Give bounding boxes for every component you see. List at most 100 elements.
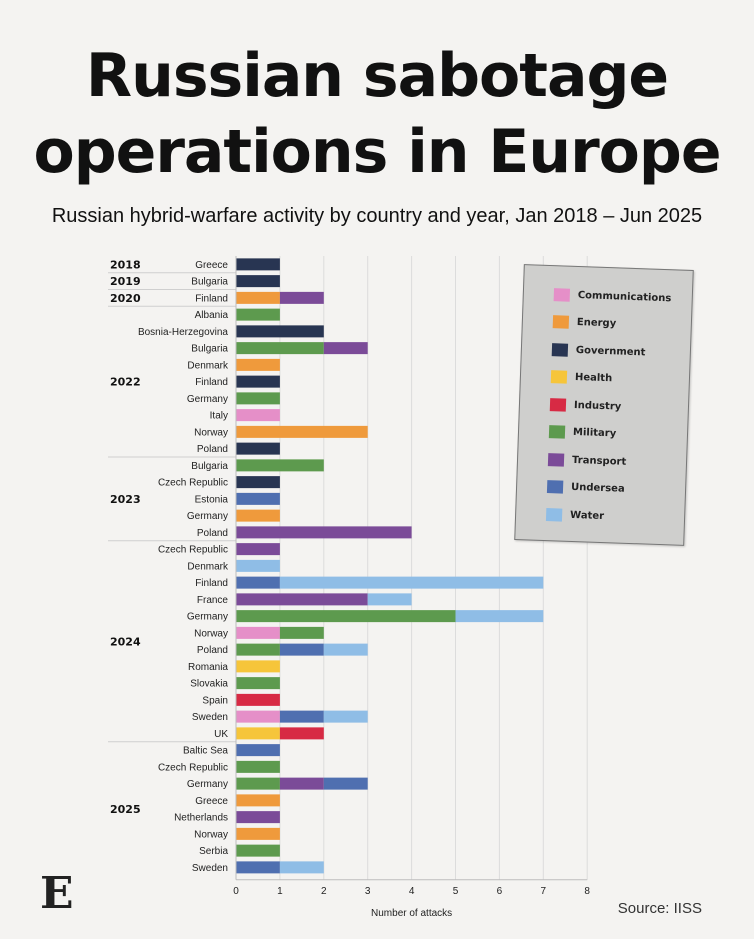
bar-segment-undersea xyxy=(236,744,280,757)
country-label: Czech Republic xyxy=(158,545,228,556)
bar-segment-military xyxy=(236,308,280,321)
bar-segment-energy xyxy=(236,827,280,840)
legend-swatch xyxy=(549,397,567,412)
x-tick-label: 2 xyxy=(321,886,327,897)
country-label: Baltic Sea xyxy=(183,746,228,757)
country-label: Italy xyxy=(210,411,228,422)
bar-segment-military xyxy=(236,777,280,790)
bar-segment-transport xyxy=(236,811,280,824)
country-label: Poland xyxy=(197,528,228,539)
bar-segment-military xyxy=(279,626,324,639)
country-label: Estonia xyxy=(195,494,229,505)
bar-segment-communications xyxy=(236,409,280,422)
country-label: Finland xyxy=(195,578,228,589)
country-label: Bulgaria xyxy=(191,461,228,472)
legend-swatch xyxy=(546,480,564,494)
legend-swatch xyxy=(545,507,563,522)
x-tick-label: 4 xyxy=(409,886,415,897)
country-label: Czech Republic xyxy=(158,762,228,773)
country-label: Norway xyxy=(194,628,228,639)
country-label: Serbia xyxy=(199,846,228,857)
bar-segment-military xyxy=(236,760,280,773)
year-label: 2023 xyxy=(110,493,141,506)
country-label: Norway xyxy=(194,427,228,438)
bar-segment-undersea xyxy=(236,576,280,589)
bar-segment-energy xyxy=(236,425,368,438)
legend-label: Water xyxy=(569,509,605,522)
bar-segment-water xyxy=(455,610,544,623)
bar-segment-military xyxy=(236,392,280,405)
legend-label: Health xyxy=(574,371,613,385)
x-axis-title: Number of attacks xyxy=(371,908,452,919)
year-label: 2022 xyxy=(110,376,141,389)
country-label: Germany xyxy=(187,612,228,623)
legend-swatch xyxy=(550,370,568,384)
bar-segment-water xyxy=(236,559,280,572)
bar-segment-energy xyxy=(236,358,280,371)
legend-item-government: Government xyxy=(551,341,646,360)
country-label: Slovakia xyxy=(190,679,228,690)
bar-segment-government xyxy=(236,325,324,338)
country-label: Poland xyxy=(197,645,228,656)
x-tick-label: 5 xyxy=(453,886,459,897)
legend-swatch xyxy=(547,452,565,467)
year-label: 2025 xyxy=(110,803,141,816)
country-label: Finland xyxy=(195,293,228,304)
page-title-line-1: Russian sabotage xyxy=(85,41,669,111)
country-label: Poland xyxy=(197,444,228,455)
country-label: Romania xyxy=(188,662,228,673)
legend-label: Government xyxy=(575,344,646,358)
country-label: Greece xyxy=(195,260,228,271)
x-tick-label: 3 xyxy=(365,886,371,897)
country-label: Sweden xyxy=(192,712,228,723)
bar-segment-industry xyxy=(279,727,324,740)
bar-segment-transport xyxy=(236,593,368,606)
bar-segment-military xyxy=(236,342,324,355)
country-label: Greece xyxy=(195,796,228,807)
legend-item-undersea: Undersea xyxy=(546,479,625,498)
bar-segment-communications xyxy=(236,710,280,723)
page-subtitle: Russian hybrid-warfare activity by count… xyxy=(51,205,703,227)
bar-segment-water xyxy=(279,576,544,589)
bar-segment-military xyxy=(236,459,324,472)
bar-segment-water xyxy=(323,710,368,723)
legend-item-water: Water xyxy=(545,506,605,524)
country-label: Finland xyxy=(195,377,228,388)
x-tick-label: 6 xyxy=(497,886,503,897)
bar-segment-government xyxy=(236,442,280,455)
bar-segment-undersea xyxy=(279,710,324,723)
chart-legend: Communications Energy Government Health Indu… xyxy=(514,264,694,546)
legend-label: Transport xyxy=(571,454,627,468)
legend-swatch xyxy=(551,342,569,357)
bar-segment-health xyxy=(236,727,280,740)
legend-label: Undersea xyxy=(570,481,625,495)
bar-segment-government xyxy=(236,375,280,388)
legend-label: Communications xyxy=(577,289,672,304)
country-label: Albania xyxy=(195,310,229,321)
bar-segment-military xyxy=(236,677,280,690)
bar-segment-energy xyxy=(236,291,280,304)
year-label: 2020 xyxy=(110,292,141,305)
legend-swatch xyxy=(548,425,566,439)
bar-segment-health xyxy=(236,660,280,673)
country-label: Germany xyxy=(187,394,228,405)
publisher-logo: E xyxy=(40,868,74,919)
bar-segment-undersea xyxy=(236,861,280,874)
bar-segment-undersea xyxy=(323,777,368,790)
legend-item-military: Military xyxy=(548,424,617,442)
bar-segment-government xyxy=(236,476,280,489)
bar-segment-transport xyxy=(323,342,368,355)
country-label: Bulgaria xyxy=(191,344,228,355)
bar-segment-military xyxy=(236,844,280,857)
country-label: Denmark xyxy=(187,360,229,371)
country-label: France xyxy=(197,595,229,606)
legend-label: Industry xyxy=(573,399,622,413)
bar-segment-water xyxy=(279,861,324,874)
country-label: Norway xyxy=(194,829,228,840)
bar-segment-government xyxy=(236,258,280,271)
bar-segment-undersea xyxy=(236,492,280,505)
page-title-line-2: operations in Europe xyxy=(33,117,721,187)
bar-segment-water xyxy=(367,593,412,606)
x-tick-label: 8 xyxy=(584,886,590,897)
country-label: Germany xyxy=(187,779,228,790)
